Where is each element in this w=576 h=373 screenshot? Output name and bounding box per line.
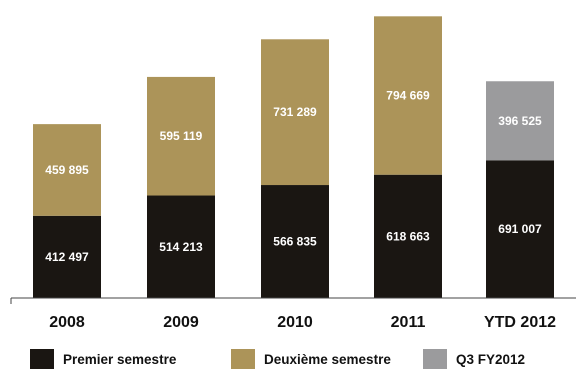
data-label-ytd-2012-series-3: 396 525 xyxy=(498,114,542,128)
bar-2010-series-2 xyxy=(261,39,329,186)
data-label-2008-series-2: 459 895 xyxy=(45,163,89,177)
legend: Premier semestre Deuxième semestre Q3 FY20… xyxy=(30,349,525,369)
legend-swatch-1 xyxy=(30,349,54,369)
bar-2011-series-2 xyxy=(374,16,442,175)
x-tick-label-2009: 2009 xyxy=(163,314,199,331)
x-tick-labels: 2008 2009 2010 2011 YTD 2012 xyxy=(49,314,556,331)
bar-2008-series-2 xyxy=(33,124,101,216)
x-tick-label-2008: 2008 xyxy=(49,314,85,331)
bar-2009-series-2 xyxy=(147,76,215,196)
data-label-2010-series-1: 566 835 xyxy=(273,235,317,249)
data-label-ytd-2012-series-1: 691 007 xyxy=(498,222,542,236)
legend-label-3: Q3 FY2012 xyxy=(456,352,525,367)
data-label-2011-series-1: 618 663 xyxy=(386,229,430,243)
data-label-2010-series-2: 731 289 xyxy=(273,105,317,119)
x-tick-label-2011: 2011 xyxy=(391,314,426,331)
bar-ytd-2012-series-1 xyxy=(486,160,554,298)
bar-2008-series-1 xyxy=(33,215,101,298)
bar-2011-series-1 xyxy=(374,174,442,298)
data-label-2009-series-2: 595 119 xyxy=(160,129,203,143)
x-tick-label-2010: 2010 xyxy=(277,314,313,331)
bars-layer: 412 497 459 895 514 213 595 119 566 835 731 2… xyxy=(33,16,554,298)
legend-label-2: Deuxième semestre xyxy=(264,352,391,367)
bar-2009-series-1 xyxy=(147,195,215,298)
legend-swatch-3 xyxy=(423,349,447,369)
x-tick-label-ytd-2012: YTD 2012 xyxy=(484,314,556,331)
legend-swatch-2 xyxy=(231,349,255,369)
bar-ytd-2012-series-3 xyxy=(486,81,554,161)
legend-label-1: Premier semestre xyxy=(63,352,177,367)
data-label-2009-series-1: 514 213 xyxy=(159,240,203,254)
bar-2010-series-1 xyxy=(261,185,329,298)
data-label-2008-series-1: 412 497 xyxy=(45,250,89,264)
data-label-2011-series-2: 794 669 xyxy=(386,89,430,103)
